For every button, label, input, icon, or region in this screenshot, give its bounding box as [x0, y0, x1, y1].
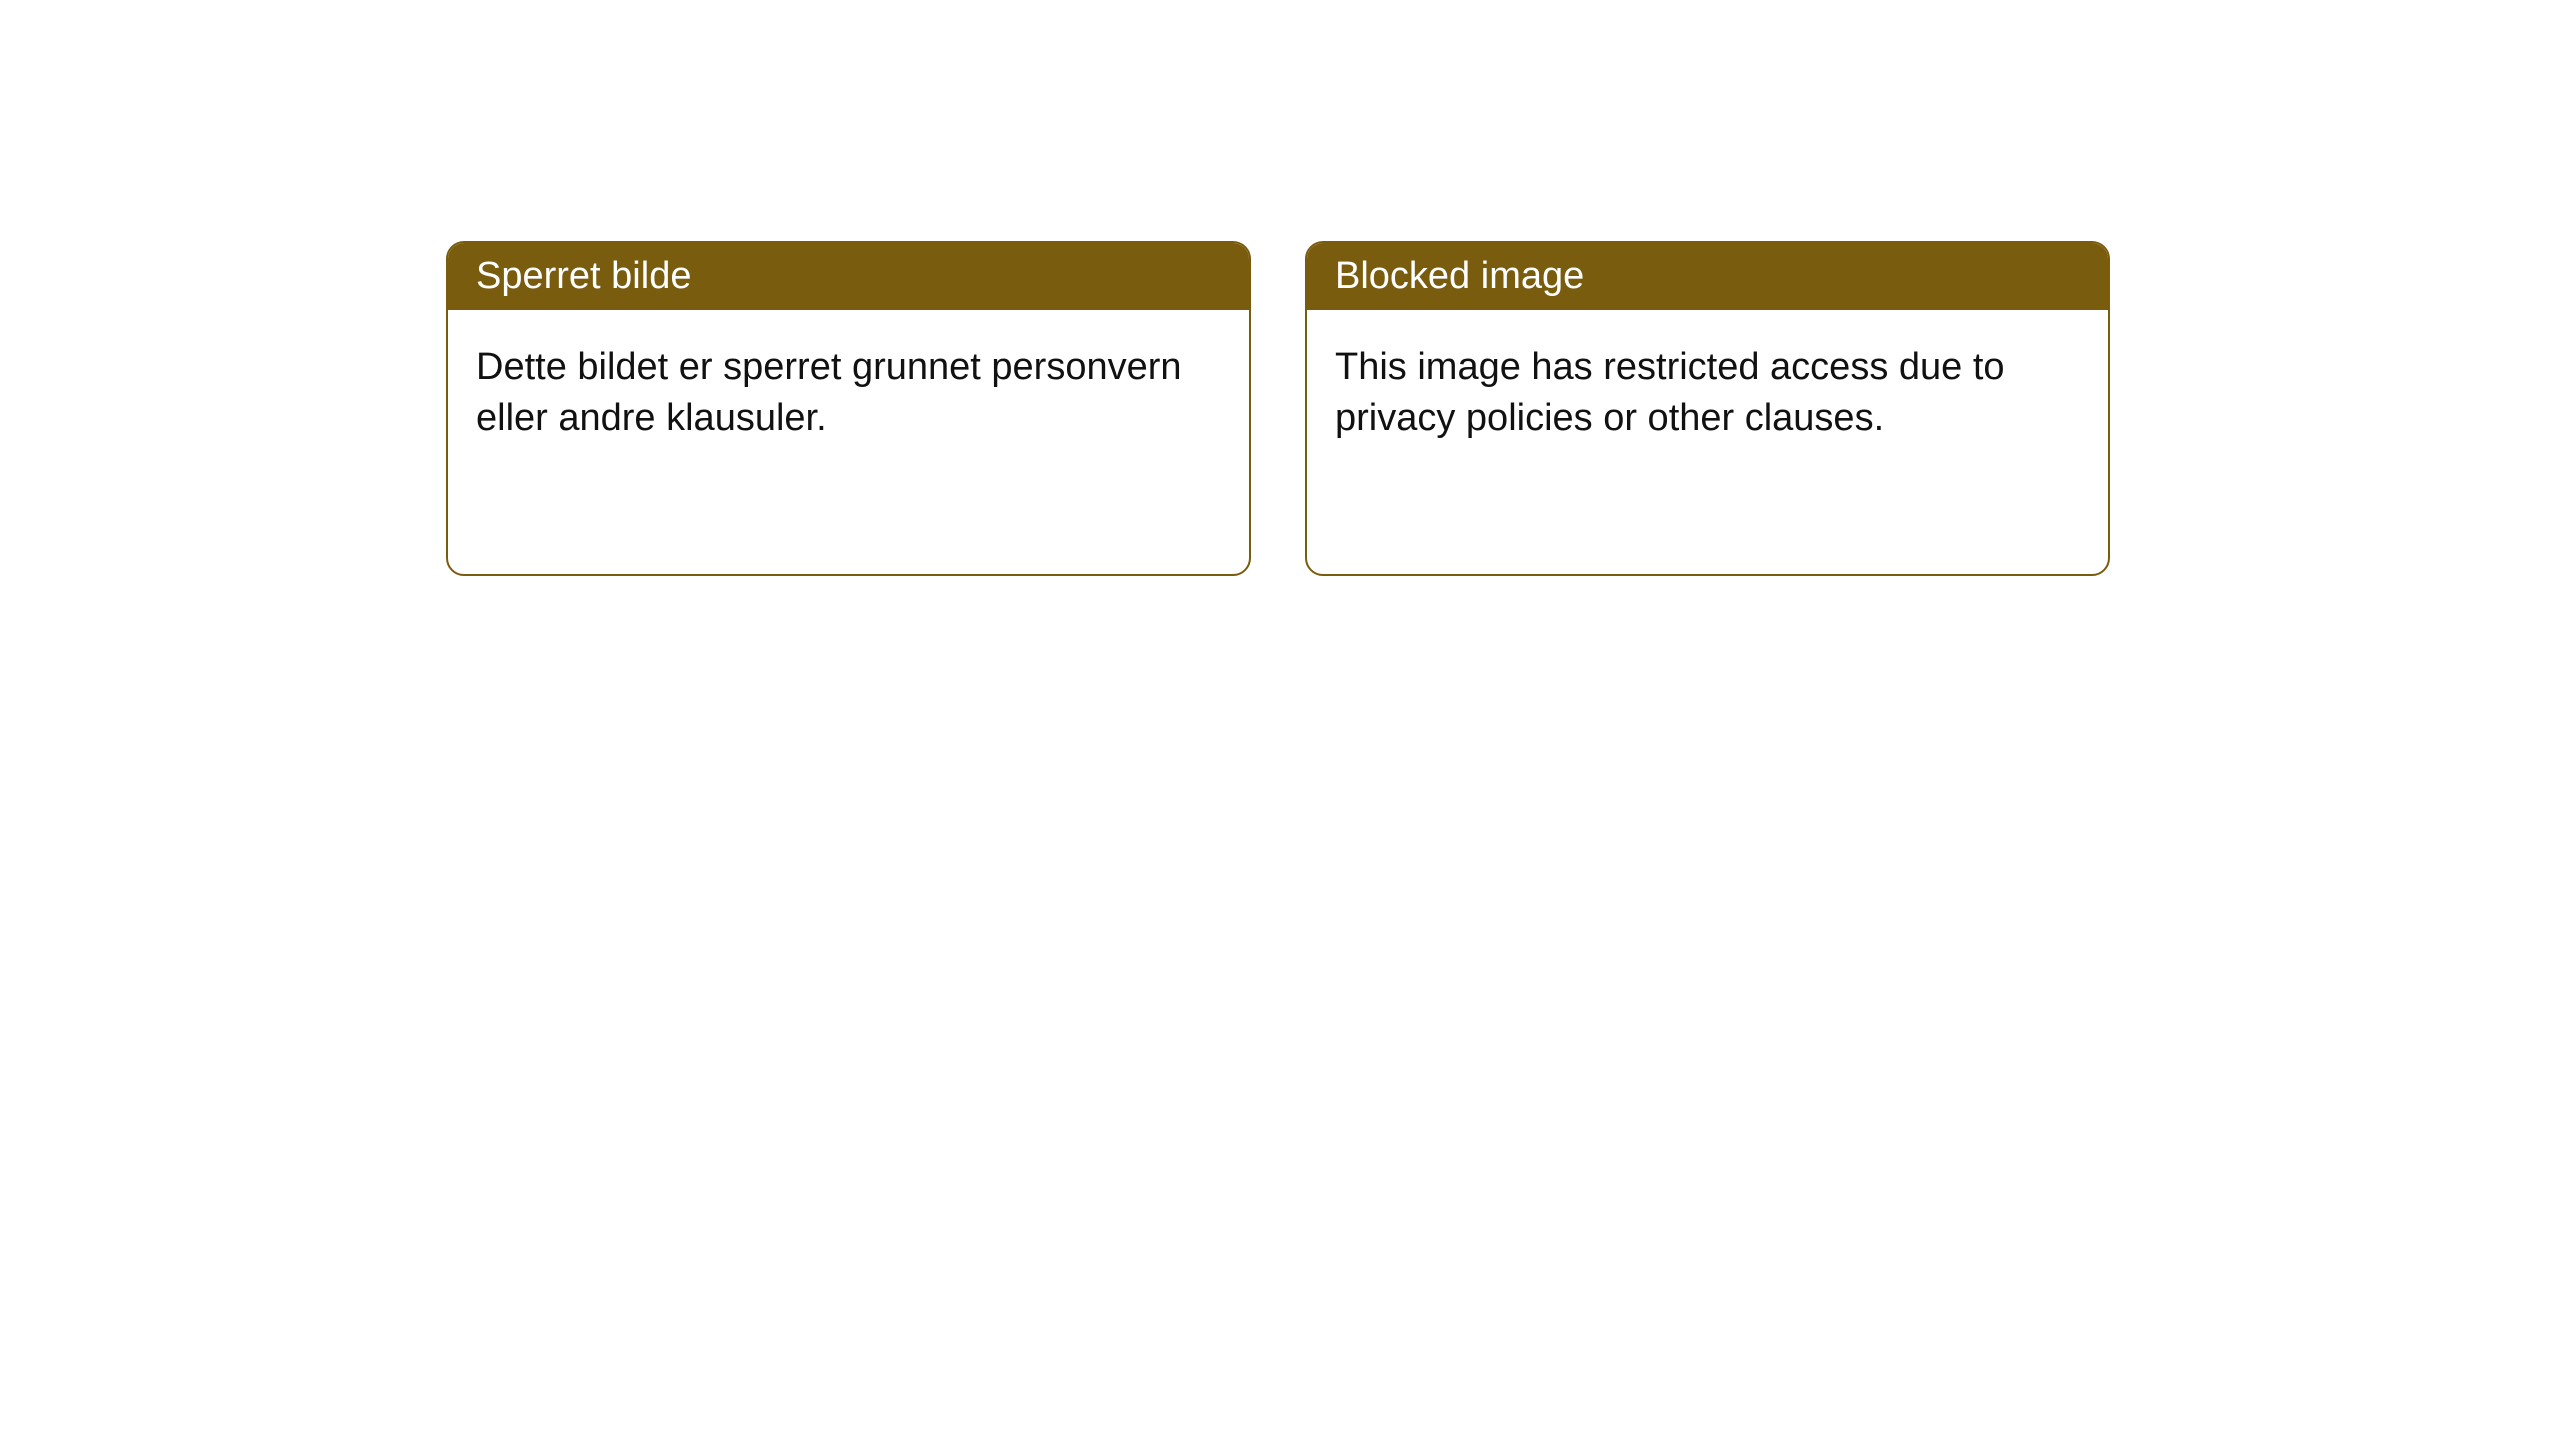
- notice-title-en: Blocked image: [1307, 243, 2108, 310]
- notice-body-no: Dette bildet er sperret grunnet personve…: [448, 310, 1249, 477]
- notice-card-no: Sperret bilde Dette bildet er sperret gr…: [446, 241, 1251, 576]
- notice-body-en: This image has restricted access due to …: [1307, 310, 2108, 477]
- notice-card-en: Blocked image This image has restricted …: [1305, 241, 2110, 576]
- notice-container: Sperret bilde Dette bildet er sperret gr…: [0, 0, 2560, 576]
- notice-title-no: Sperret bilde: [448, 243, 1249, 310]
